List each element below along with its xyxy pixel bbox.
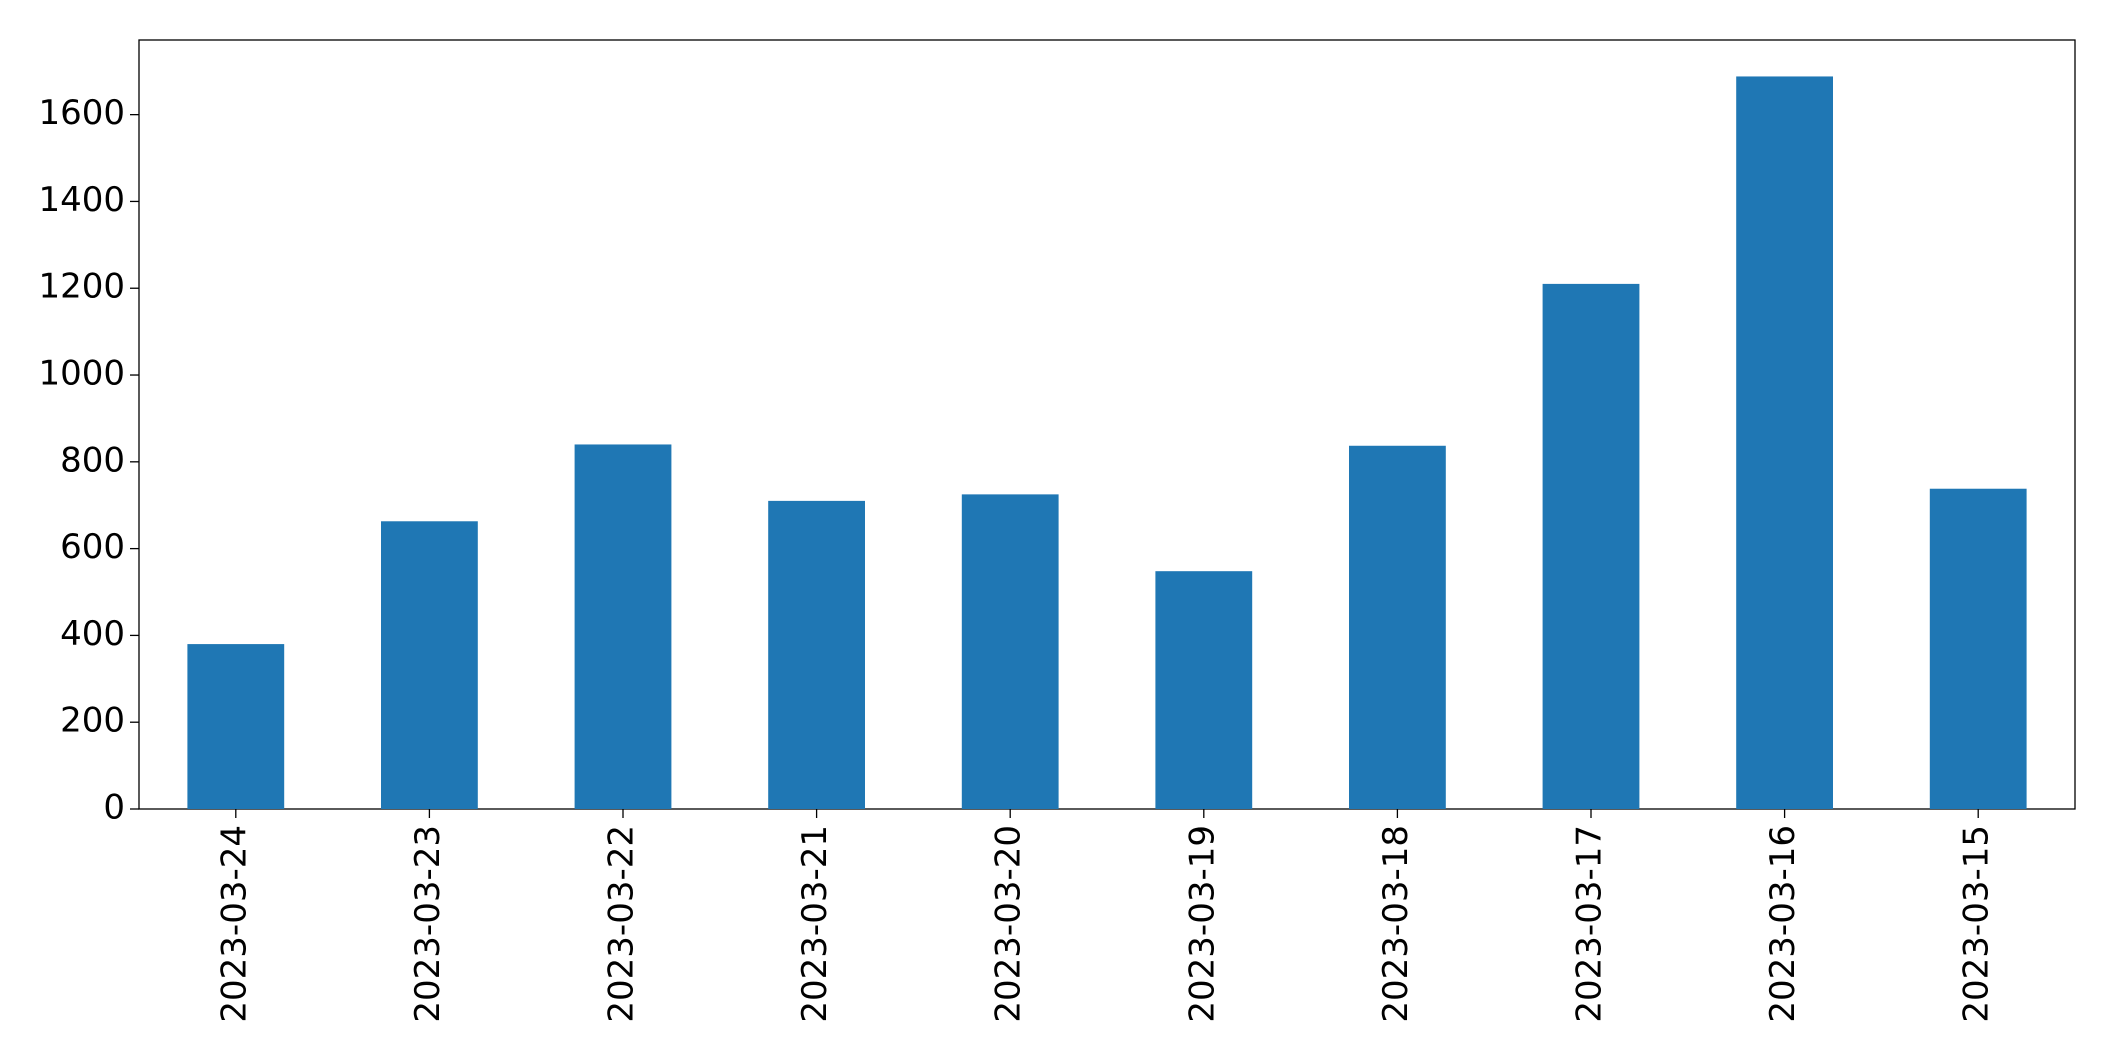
x-tick-label: 2023-03-17 xyxy=(1570,825,1610,1023)
bar xyxy=(1542,283,1640,809)
x-tick-label: 2023-03-15 xyxy=(1957,825,1997,1023)
y-tick-label: 600 xyxy=(60,527,125,567)
bar xyxy=(381,521,478,809)
x-tick-label: 2023-03-19 xyxy=(1182,825,1222,1023)
bar xyxy=(768,500,865,809)
y-tick-label: 1400 xyxy=(38,180,125,220)
plot-frame xyxy=(138,39,2076,810)
x-tick-label: 2023-03-24 xyxy=(214,825,254,1023)
y-tick-label: 1600 xyxy=(38,93,125,133)
y-tick-label: 1000 xyxy=(38,354,125,394)
y-tick-label: 400 xyxy=(60,614,125,654)
x-tick-label: 2023-03-22 xyxy=(602,825,642,1023)
bar xyxy=(1349,445,1446,809)
x-tick-label: 2023-03-23 xyxy=(408,825,448,1023)
bar xyxy=(961,494,1059,809)
y-tick-label: 1200 xyxy=(38,267,125,307)
x-tick-label: 2023-03-18 xyxy=(1376,825,1416,1023)
y-tick-label: 800 xyxy=(60,440,125,480)
bar xyxy=(187,644,285,809)
bar xyxy=(1155,571,1253,809)
bar xyxy=(574,444,672,809)
y-tick-label: 200 xyxy=(60,701,125,741)
x-tick-label: 2023-03-21 xyxy=(795,825,835,1023)
bar xyxy=(1929,488,2027,809)
y-tick-label: 0 xyxy=(103,788,125,828)
x-tick-label: 2023-03-20 xyxy=(989,825,1029,1023)
bar xyxy=(1736,76,1833,809)
x-tick-label: 2023-03-16 xyxy=(1763,825,1803,1023)
